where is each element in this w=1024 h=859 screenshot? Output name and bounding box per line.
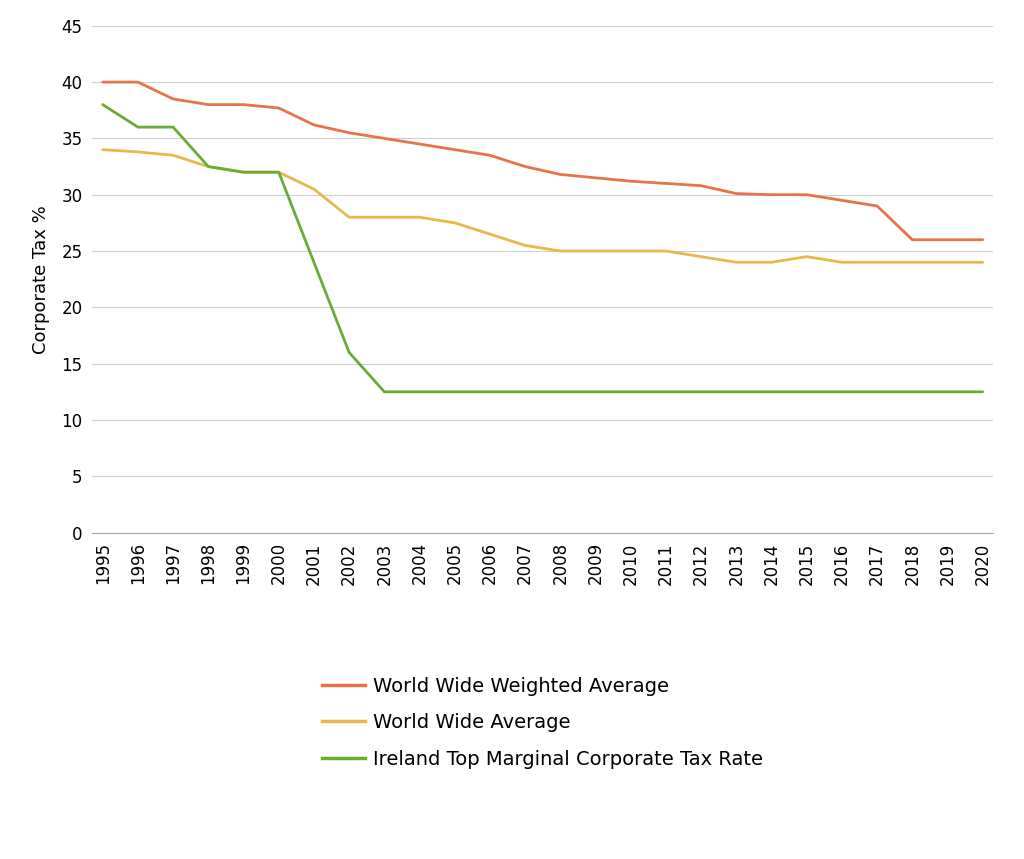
World Wide Average: [483, 229, 496, 240]
World Wide Weighted Average: [238, 100, 250, 110]
Ireland Top Marginal Corporate Tax Rate: [483, 387, 496, 397]
World Wide Average: [272, 167, 285, 177]
World Wide Weighted Average: [836, 195, 848, 205]
World Wide Average: [659, 246, 672, 256]
Ireland Top Marginal Corporate Tax Rate: [765, 387, 777, 397]
World Wide Weighted Average: [906, 235, 919, 245]
World Wide Weighted Average: [132, 77, 144, 88]
World Wide Average: [590, 246, 602, 256]
World Wide Weighted Average: [730, 188, 742, 198]
World Wide Weighted Average: [695, 180, 708, 191]
World Wide Average: [695, 252, 708, 262]
Ireland Top Marginal Corporate Tax Rate: [202, 161, 214, 172]
World Wide Average: [202, 161, 214, 172]
World Wide Weighted Average: [272, 103, 285, 113]
World Wide Average: [519, 241, 531, 251]
Ireland Top Marginal Corporate Tax Rate: [801, 387, 813, 397]
Ireland Top Marginal Corporate Tax Rate: [96, 100, 109, 110]
Ireland Top Marginal Corporate Tax Rate: [730, 387, 742, 397]
Ireland Top Marginal Corporate Tax Rate: [625, 387, 637, 397]
World Wide Average: [730, 257, 742, 267]
World Wide Weighted Average: [554, 169, 566, 180]
World Wide Weighted Average: [801, 190, 813, 200]
Ireland Top Marginal Corporate Tax Rate: [554, 387, 566, 397]
Ireland Top Marginal Corporate Tax Rate: [659, 387, 672, 397]
World Wide Average: [96, 144, 109, 155]
Ireland Top Marginal Corporate Tax Rate: [414, 387, 426, 397]
World Wide Average: [801, 252, 813, 262]
World Wide Weighted Average: [765, 190, 777, 200]
Ireland Top Marginal Corporate Tax Rate: [449, 387, 461, 397]
Ireland Top Marginal Corporate Tax Rate: [836, 387, 848, 397]
World Wide Average: [871, 257, 884, 267]
World Wide Average: [625, 246, 637, 256]
World Wide Average: [167, 150, 179, 161]
World Wide Average: [238, 167, 250, 177]
Ireland Top Marginal Corporate Tax Rate: [132, 122, 144, 132]
Line: World Wide Weighted Average: World Wide Weighted Average: [102, 82, 983, 240]
Ireland Top Marginal Corporate Tax Rate: [590, 387, 602, 397]
Ireland Top Marginal Corporate Tax Rate: [238, 167, 250, 177]
Ireland Top Marginal Corporate Tax Rate: [906, 387, 919, 397]
World Wide Weighted Average: [414, 139, 426, 149]
Line: Ireland Top Marginal Corporate Tax Rate: Ireland Top Marginal Corporate Tax Rate: [102, 105, 983, 392]
World Wide Average: [308, 184, 321, 194]
Line: World Wide Average: World Wide Average: [102, 149, 983, 262]
World Wide Average: [132, 147, 144, 157]
World Wide Weighted Average: [941, 235, 953, 245]
World Wide Weighted Average: [449, 144, 461, 155]
World Wide Weighted Average: [483, 150, 496, 161]
Ireland Top Marginal Corporate Tax Rate: [871, 387, 884, 397]
Ireland Top Marginal Corporate Tax Rate: [941, 387, 953, 397]
World Wide Weighted Average: [378, 133, 390, 143]
World Wide Weighted Average: [659, 179, 672, 189]
Ireland Top Marginal Corporate Tax Rate: [378, 387, 390, 397]
Ireland Top Marginal Corporate Tax Rate: [977, 387, 989, 397]
World Wide Weighted Average: [167, 94, 179, 104]
World Wide Weighted Average: [96, 77, 109, 88]
World Wide Weighted Average: [519, 161, 531, 172]
Ireland Top Marginal Corporate Tax Rate: [167, 122, 179, 132]
Ireland Top Marginal Corporate Tax Rate: [343, 347, 355, 357]
World Wide Weighted Average: [977, 235, 989, 245]
World Wide Weighted Average: [308, 119, 321, 130]
Legend: World Wide Weighted Average, World Wide Average, Ireland Top Marginal Corporate : World Wide Weighted Average, World Wide …: [314, 669, 771, 777]
World Wide Average: [414, 212, 426, 222]
World Wide Weighted Average: [343, 128, 355, 138]
World Wide Weighted Average: [590, 173, 602, 183]
World Wide Average: [906, 257, 919, 267]
World Wide Average: [343, 212, 355, 222]
Y-axis label: Corporate Tax %: Corporate Tax %: [32, 204, 50, 354]
World Wide Average: [836, 257, 848, 267]
World Wide Average: [449, 217, 461, 228]
Ireland Top Marginal Corporate Tax Rate: [308, 257, 321, 267]
Ireland Top Marginal Corporate Tax Rate: [519, 387, 531, 397]
World Wide Weighted Average: [871, 201, 884, 211]
World Wide Average: [977, 257, 989, 267]
World Wide Average: [941, 257, 953, 267]
World Wide Weighted Average: [625, 176, 637, 186]
World Wide Average: [765, 257, 777, 267]
World Wide Average: [554, 246, 566, 256]
Ireland Top Marginal Corporate Tax Rate: [695, 387, 708, 397]
World Wide Average: [378, 212, 390, 222]
World Wide Weighted Average: [202, 100, 214, 110]
Ireland Top Marginal Corporate Tax Rate: [272, 167, 285, 177]
